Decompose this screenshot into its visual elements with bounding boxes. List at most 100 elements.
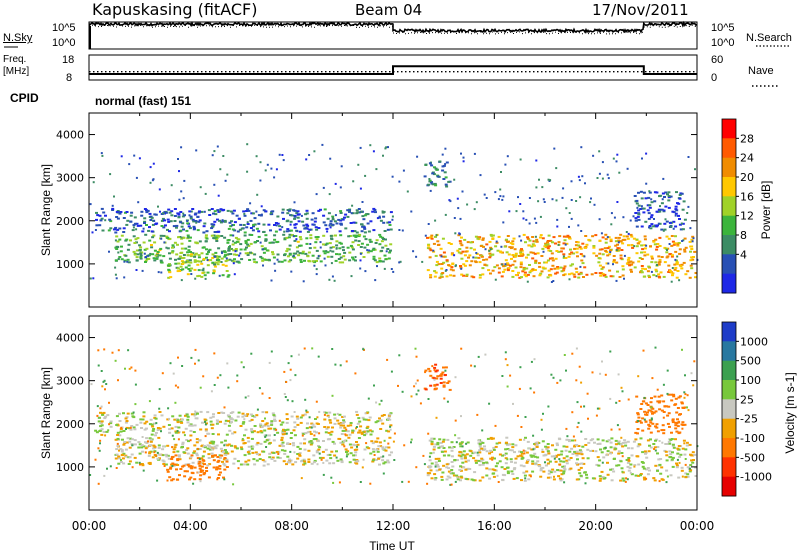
echo-cell xyxy=(526,459,530,462)
scatter-cell xyxy=(227,386,230,389)
echo-cell xyxy=(193,444,197,447)
echo-cell xyxy=(230,444,233,447)
echo-cell xyxy=(483,263,487,266)
echo-cell xyxy=(205,253,209,256)
echo-cell xyxy=(369,220,373,223)
echo-cell xyxy=(369,433,373,436)
echo-cell xyxy=(373,248,377,251)
echo-cell xyxy=(388,224,392,226)
echo-cell xyxy=(255,227,259,230)
echo-cell xyxy=(664,247,668,250)
echo-cell xyxy=(471,452,475,455)
echo-cell xyxy=(154,417,158,420)
echo-cell xyxy=(378,257,382,260)
echo-cell xyxy=(633,195,637,197)
scatter-cell xyxy=(523,438,526,441)
echo-cell xyxy=(309,433,313,435)
echo-cell xyxy=(487,269,491,272)
echo-cell xyxy=(666,255,670,258)
echo-cell xyxy=(126,248,130,251)
echo-cell xyxy=(233,457,237,460)
echo-cell xyxy=(151,236,155,239)
echo-cell xyxy=(138,249,142,252)
scatter-cell xyxy=(684,463,687,466)
scatter-cell xyxy=(540,428,543,431)
scatter-cell xyxy=(518,235,521,238)
echo-cell xyxy=(447,380,451,383)
echo-cell xyxy=(288,253,292,256)
echo-cell xyxy=(166,228,169,231)
scatter-cell xyxy=(556,218,559,221)
echo-cell xyxy=(273,415,277,418)
scatter-cell xyxy=(668,243,671,245)
velocity-frame xyxy=(88,315,698,511)
echo-cell xyxy=(202,259,206,261)
echo-cell xyxy=(286,247,290,250)
echo-cell xyxy=(156,429,160,431)
echo-cell xyxy=(614,244,618,247)
scatter-cell xyxy=(524,477,527,480)
echo-cell xyxy=(691,461,695,464)
echo-cell xyxy=(176,270,180,273)
scatter-cell xyxy=(477,355,480,358)
echo-cell xyxy=(129,428,133,431)
echo-cell xyxy=(470,478,474,481)
echo-cell xyxy=(432,437,436,440)
echo-cell xyxy=(505,263,509,266)
nave-tick-top: 60 xyxy=(711,54,724,66)
echo-cell xyxy=(501,473,505,476)
scatter-cell xyxy=(543,201,546,203)
scatter-cell xyxy=(327,416,330,419)
echo-cell xyxy=(220,257,224,260)
echo-cell xyxy=(546,462,550,465)
scatter-cell xyxy=(144,256,147,259)
echo-cell xyxy=(195,454,199,457)
echo-cell xyxy=(445,478,449,481)
echo-cell xyxy=(179,265,183,268)
echo-cell xyxy=(198,467,202,470)
echo-cell xyxy=(162,255,166,258)
echo-cell xyxy=(606,254,610,257)
echo-cell xyxy=(317,227,321,229)
echo-cell xyxy=(115,448,119,451)
echo-cell xyxy=(115,424,119,426)
echo-cell xyxy=(667,191,671,194)
scatter-cell xyxy=(581,175,584,178)
echo-cell xyxy=(603,247,607,250)
echo-cell xyxy=(379,428,383,430)
echo-cell xyxy=(219,221,223,224)
scatter-cell xyxy=(454,232,457,235)
scatter-cell xyxy=(190,356,193,359)
echo-cell xyxy=(331,426,334,429)
echo-cell xyxy=(306,224,310,227)
echo-cell xyxy=(236,230,240,233)
scatter-cell xyxy=(141,436,144,438)
echo-cell xyxy=(504,259,508,262)
echo-cell xyxy=(326,438,330,441)
echo-cell xyxy=(337,218,341,221)
scatter-cell xyxy=(359,267,362,270)
scatter-cell xyxy=(332,216,334,219)
echo-cell xyxy=(157,444,161,447)
echo-cell xyxy=(182,236,186,239)
echo-cell xyxy=(674,421,678,424)
echo-cell xyxy=(211,442,215,445)
echo-cell xyxy=(654,261,658,264)
echo-cell xyxy=(170,214,174,217)
echo-cell xyxy=(226,239,230,242)
echo-cell xyxy=(598,459,602,462)
echo-cell xyxy=(469,450,473,453)
scatter-cell xyxy=(275,224,278,227)
scatter-cell xyxy=(552,280,555,282)
echo-cell xyxy=(591,235,595,238)
echo-cell xyxy=(180,421,184,424)
scatter-cell xyxy=(310,426,313,429)
echo-cell xyxy=(575,462,578,465)
echo-cell xyxy=(504,452,508,455)
echo-cell xyxy=(218,467,222,470)
echo-cell xyxy=(655,245,659,248)
scatter-cell xyxy=(501,263,504,266)
echo-cell xyxy=(650,397,653,400)
echo-cell xyxy=(264,423,268,426)
echo-cell xyxy=(249,227,253,229)
